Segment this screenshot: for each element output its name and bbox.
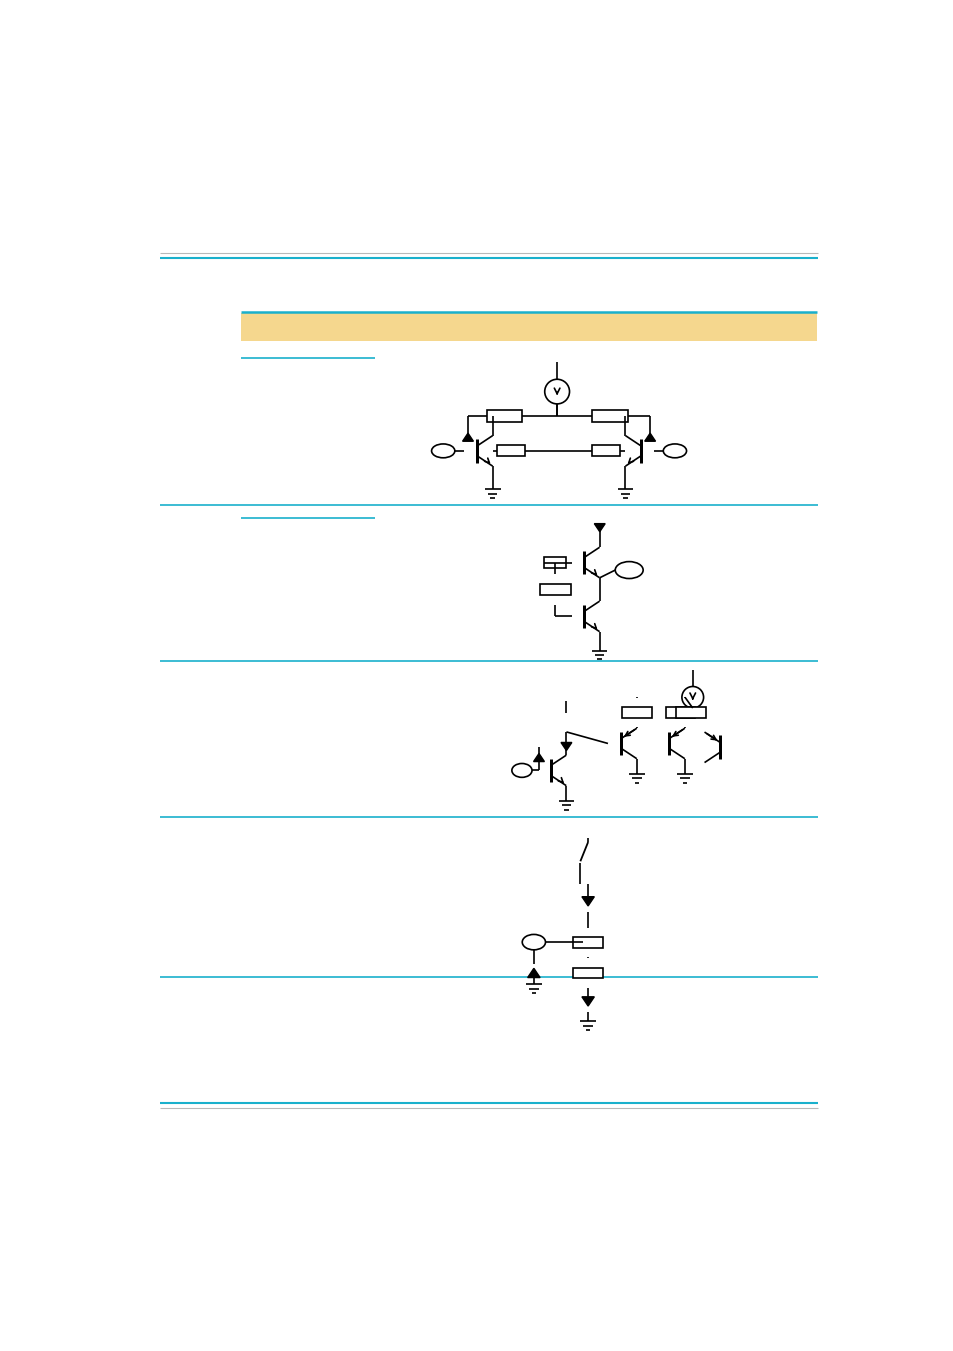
- Bar: [241, 313, 816, 340]
- Polygon shape: [594, 524, 604, 532]
- Polygon shape: [581, 897, 594, 907]
- Ellipse shape: [521, 935, 545, 950]
- Bar: [544, 557, 565, 567]
- Circle shape: [544, 380, 569, 404]
- Bar: [573, 936, 602, 947]
- Ellipse shape: [431, 444, 455, 458]
- Bar: [621, 708, 651, 719]
- Ellipse shape: [662, 444, 686, 458]
- Bar: [486, 411, 521, 423]
- Polygon shape: [533, 754, 544, 762]
- Bar: [539, 584, 570, 594]
- Circle shape: [681, 686, 703, 708]
- Bar: [497, 446, 525, 457]
- Polygon shape: [560, 743, 571, 751]
- Bar: [573, 967, 602, 978]
- Ellipse shape: [512, 763, 532, 777]
- Polygon shape: [462, 434, 473, 442]
- Bar: [592, 446, 619, 457]
- Bar: [592, 411, 627, 423]
- Ellipse shape: [615, 562, 642, 578]
- Polygon shape: [527, 969, 539, 978]
- Bar: [676, 708, 705, 719]
- Polygon shape: [644, 434, 655, 442]
- Bar: [665, 708, 695, 719]
- Polygon shape: [581, 997, 594, 1006]
